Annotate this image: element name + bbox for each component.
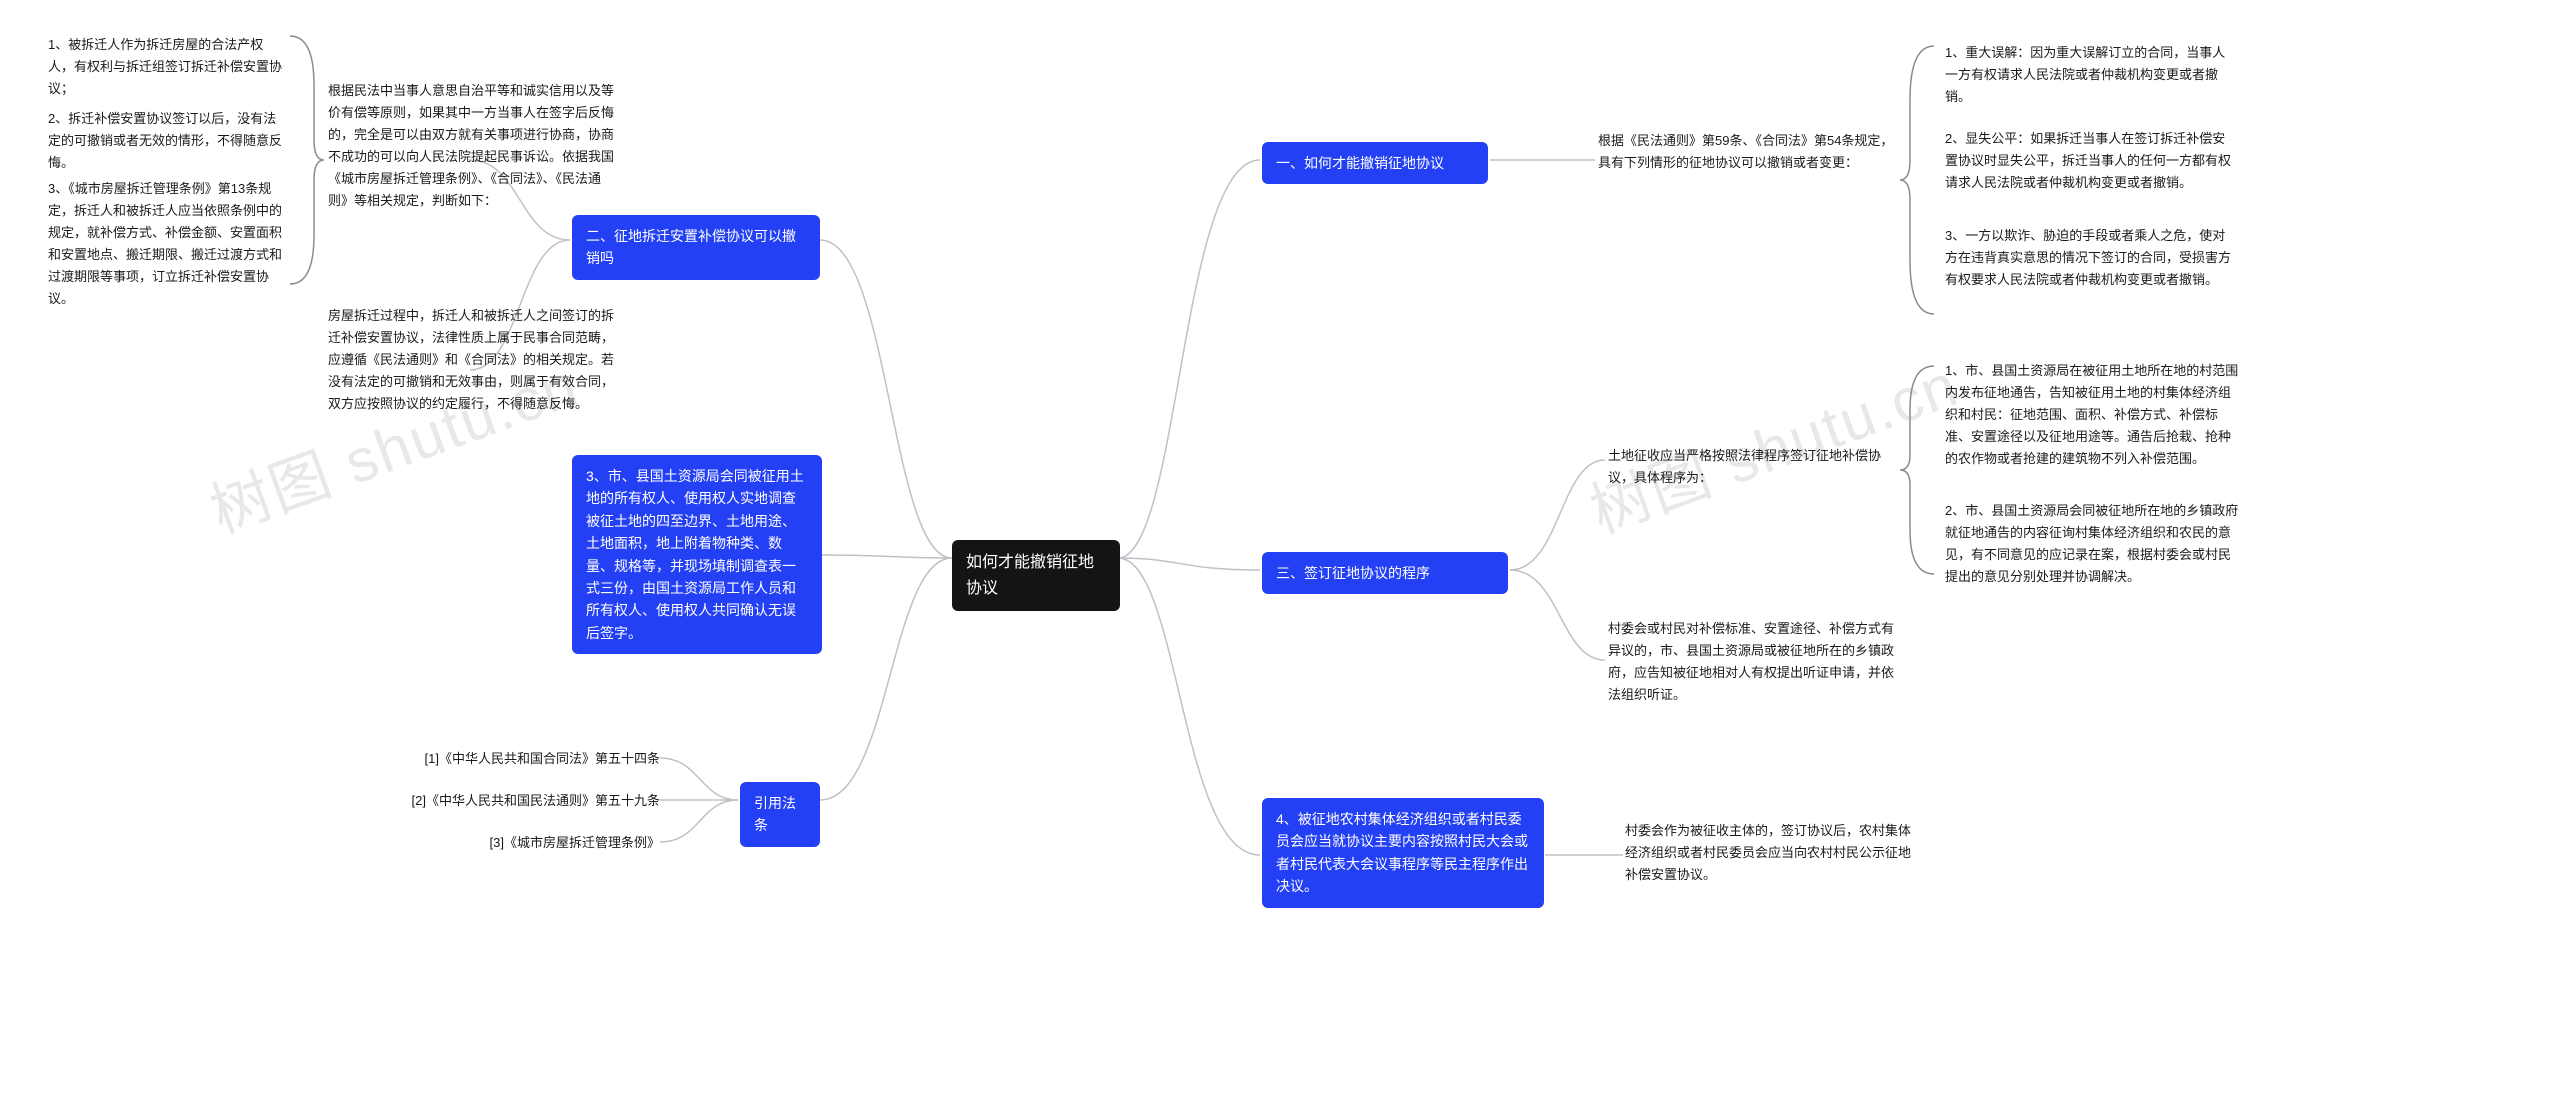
node-laws[interactable]: 引用法条 [740, 782, 820, 847]
node-r1-item2: 2、显失公平：如果拆迁当事人在签订拆迁补偿安置协议时显失公平，拆迁当事人的任何一… [1945, 128, 2235, 194]
node-r1-body: 根据《民法通则》第59条、《合同法》第54条规定，具有下列情形的征地协议可以撤销… [1598, 130, 1898, 174]
node-r1-item1: 1、重大误解：因为重大误解订立的合同，当事人一方有权请求人民法院或者仲裁机构变更… [1945, 42, 2235, 108]
node-r3-item1: 1、市、县国土资源局在被征用土地所在地的村范围内发布征地通告，告知被征用土地的村… [1945, 360, 2240, 470]
node-r1-label: 一、如何才能撤销征地协议 [1276, 155, 1444, 171]
root-node[interactable]: 如何才能撤销征地协议 [952, 540, 1120, 611]
node-l2-body-top: 根据民法中当事人意思自治平等和诚实信用以及等价有偿等原则，如果其中一方当事人在签… [328, 80, 618, 213]
node-l2-label: 二、征地拆迁安置补偿协议可以撤销吗 [586, 228, 796, 266]
bracket-n1 [1898, 40, 1938, 320]
root-label: 如何才能撤销征地协议 [966, 554, 1094, 597]
node-r3-label: 三、签订征地协议的程序 [1276, 565, 1430, 581]
node-l2-item3: 3、《城市房屋拆迁管理条例》第13条规定，拆迁人和被拆迁人应当依照条例中的规定，… [48, 178, 286, 311]
node-l-big3-label: 3、市、县国土资源局会同被征用土地的所有权人、使用权人实地调查被征土地的四至边界… [586, 468, 804, 641]
node-l2[interactable]: 二、征地拆迁安置补偿协议可以撤销吗 [572, 215, 820, 280]
node-r1-item3: 3、一方以欺诈、胁迫的手段或者乘人之危，使对方在违背真实意思的情况下签订的合同，… [1945, 225, 2235, 291]
node-r1[interactable]: 一、如何才能撤销征地协议 [1262, 142, 1488, 184]
node-r3-body: 土地征收应当严格按照法律程序签订征地补偿协议，具体程序为： [1608, 445, 1898, 489]
law-item-1: [1]《中华人民共和国合同法》第五十四条 [412, 748, 660, 770]
node-l2-body-bottom: 房屋拆迁过程中，拆迁人和被拆迁人之间签订的拆迁补偿安置协议，法律性质上属于民事合… [328, 305, 618, 415]
node-laws-label: 引用法条 [754, 795, 796, 833]
node-r3-item2: 2、市、县国土资源局会同被征地所在地的乡镇政府就征地通告的内容征询村集体经济组织… [1945, 500, 2240, 588]
node-r4[interactable]: 4、被征地农村集体经济组织或者村民委员会应当就协议主要内容按照村民大会或者村民代… [1262, 798, 1544, 908]
node-r3-extra: 村委会或村民对补偿标准、安置途径、补偿方式有异议的，市、县国土资源局或被征地所在… [1608, 618, 1898, 706]
bracket-left [286, 30, 326, 290]
node-l-big3[interactable]: 3、市、县国土资源局会同被征用土地的所有权人、使用权人实地调查被征土地的四至边界… [572, 455, 822, 654]
watermark-2: 树图 shutu.cn [1577, 337, 1969, 551]
bracket-n3 [1898, 360, 1938, 580]
node-r3[interactable]: 三、签订征地协议的程序 [1262, 552, 1508, 594]
node-l2-item1: 1、被拆迁人作为拆迁房屋的合法产权人，有权利与拆迁组签订拆迁补偿安置协议； [48, 34, 286, 100]
node-r4-body: 村委会作为被征收主体的，签订协议后，农村集体经济组织或者村民委员会应当向农村村民… [1625, 820, 1915, 886]
node-r4-label: 4、被征地农村集体经济组织或者村民委员会应当就协议主要内容按照村民大会或者村民代… [1276, 811, 1528, 894]
law-item-3: [3]《城市房屋拆迁管理条例》 [480, 832, 660, 854]
law-item-2: [2]《中华人民共和国民法通则》第五十九条 [396, 790, 660, 812]
node-l2-item2: 2、拆迁补偿安置协议签订以后，没有法定的可撤销或者无效的情形，不得随意反悔。 [48, 108, 286, 174]
mindmap-canvas: 树图 shutu.cn 树图 shutu.cn [0, 0, 2560, 1117]
